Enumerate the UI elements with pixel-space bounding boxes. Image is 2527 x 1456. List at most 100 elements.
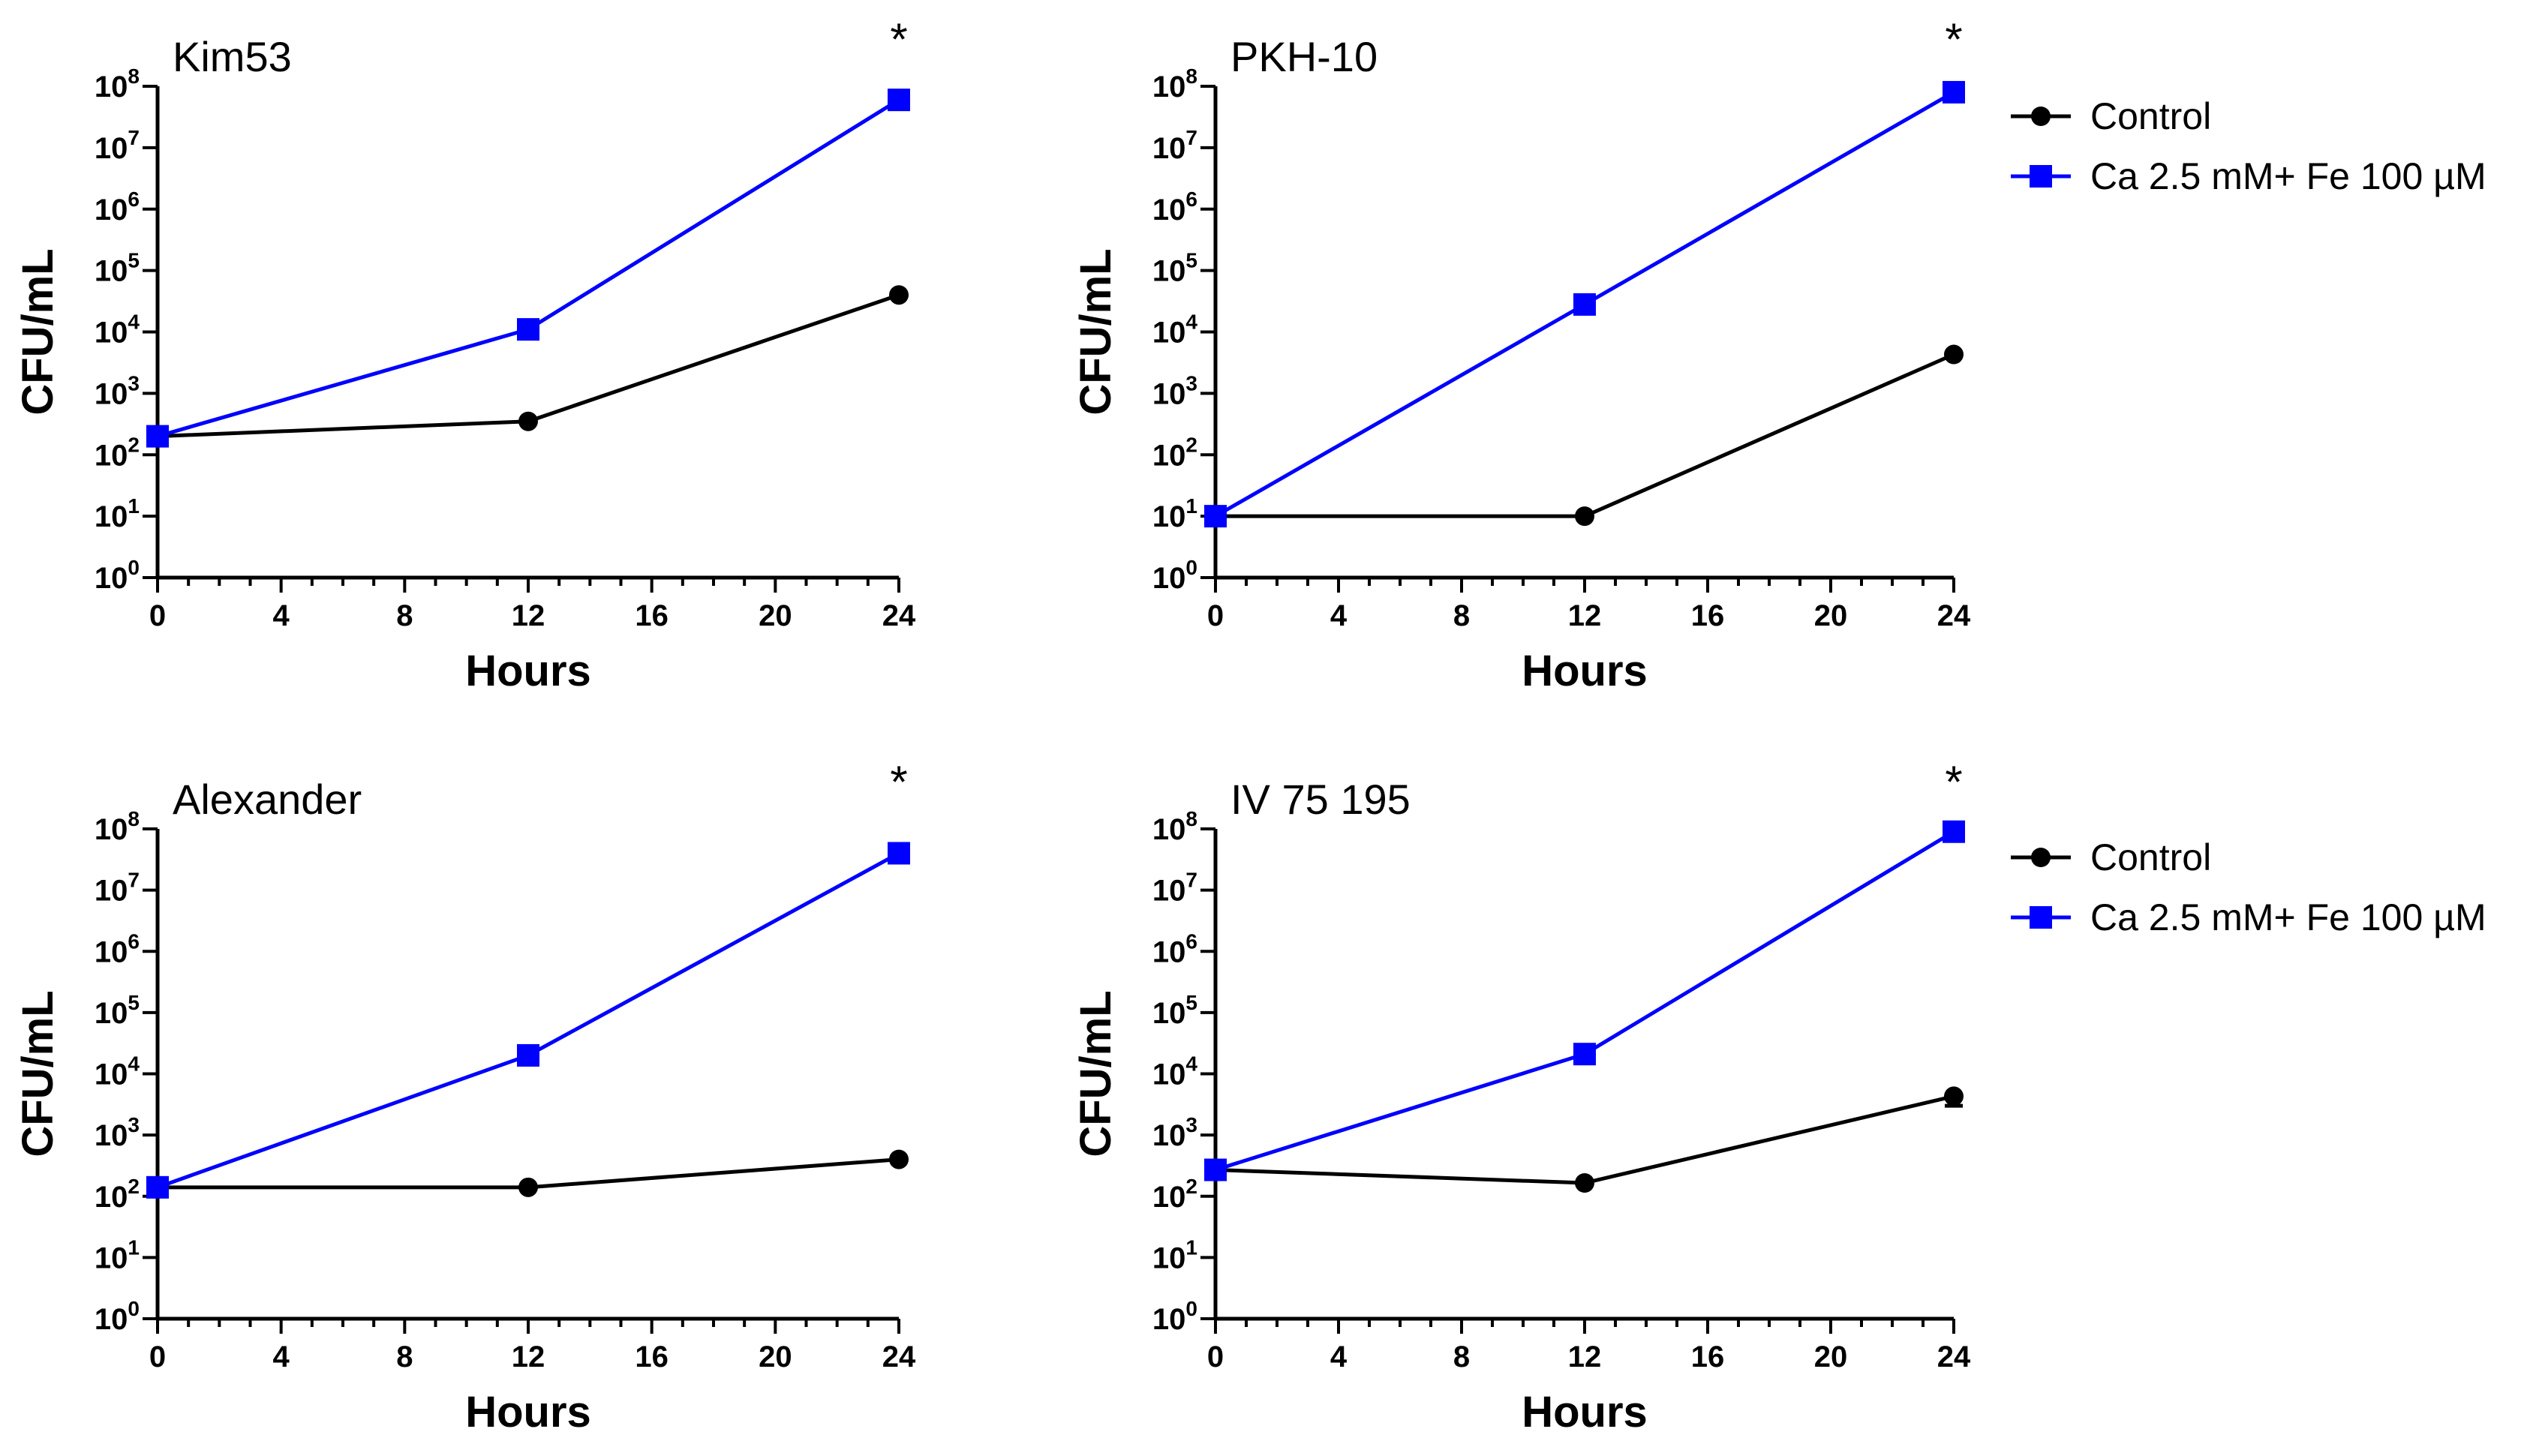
y-tick-exponent: 2 bbox=[128, 433, 140, 456]
y-tick-label: 103 bbox=[1152, 1113, 1197, 1152]
y-tick-exponent: 0 bbox=[1185, 556, 1197, 579]
y-axis-title: CFU/mL bbox=[1071, 248, 1120, 415]
y-tick-exponent: 6 bbox=[1185, 929, 1197, 953]
y-tick-exponent: 3 bbox=[1185, 1113, 1197, 1136]
y-tick-base: 10 bbox=[1152, 562, 1186, 595]
y-tick-exponent: 5 bbox=[128, 249, 140, 272]
panel-title: IV 75 195 bbox=[1230, 776, 1411, 823]
legend-marker bbox=[2030, 165, 2052, 188]
x-tick-label: 16 bbox=[635, 1340, 669, 1373]
significance-marker: * bbox=[890, 14, 907, 65]
data-point bbox=[517, 1043, 539, 1067]
y-tick-exponent: 4 bbox=[1185, 311, 1197, 334]
y-tick-base: 10 bbox=[95, 875, 128, 908]
y-tick-label: 103 bbox=[95, 1113, 140, 1152]
chart-panel-2: 0 4 8 12 16 20 24100101102103104105106107108Ho… bbox=[1071, 14, 2486, 695]
y-tick-exponent: 2 bbox=[128, 1175, 140, 1198]
series-treatment bbox=[146, 89, 910, 448]
data-point bbox=[889, 1149, 909, 1169]
data-point bbox=[1943, 820, 1965, 843]
y-tick-label: 104 bbox=[1152, 311, 1198, 350]
y-tick-label: 105 bbox=[95, 991, 140, 1030]
data-point bbox=[1575, 506, 1594, 527]
y-tick-exponent: 0 bbox=[128, 1297, 140, 1320]
y-tick-exponent: 2 bbox=[1185, 433, 1197, 456]
series-control bbox=[148, 285, 909, 446]
y-tick-exponent: 8 bbox=[128, 807, 140, 830]
y-tick-label: 108 bbox=[1152, 807, 1197, 846]
series-control bbox=[148, 1149, 909, 1197]
data-point bbox=[518, 411, 538, 431]
data-point bbox=[888, 842, 910, 865]
y-tick-exponent: 5 bbox=[128, 991, 140, 1014]
y-tick-exponent: 6 bbox=[128, 188, 140, 211]
y-tick-label: 102 bbox=[95, 1175, 140, 1214]
data-point bbox=[1943, 80, 1965, 104]
y-tick-label: 103 bbox=[95, 371, 140, 410]
y-tick-base: 10 bbox=[95, 935, 128, 968]
y-tick-label: 101 bbox=[1152, 494, 1197, 533]
y-tick-base: 10 bbox=[1152, 439, 1186, 472]
y-tick-base: 10 bbox=[95, 1303, 128, 1336]
y-tick-base: 10 bbox=[95, 997, 128, 1030]
legend: Control Ca 2.5 mM+ Fe 100 µM bbox=[2011, 836, 2486, 938]
y-tick-label: 101 bbox=[95, 494, 140, 533]
y-tick-label: 104 bbox=[95, 311, 140, 350]
y-tick-exponent: 3 bbox=[128, 1113, 140, 1136]
legend-marker bbox=[2030, 906, 2052, 929]
series-treatment bbox=[146, 842, 910, 1199]
x-tick-label: 4 bbox=[273, 599, 290, 632]
y-tick-base: 10 bbox=[95, 194, 128, 227]
y-tick-label: 105 bbox=[95, 249, 140, 288]
series-treatment bbox=[1204, 80, 1965, 528]
y-tick-base: 10 bbox=[95, 377, 128, 410]
y-tick-label: 100 bbox=[95, 1297, 140, 1336]
data-point bbox=[889, 285, 909, 305]
y-axis-title: CFU/mL bbox=[1071, 990, 1120, 1157]
data-point bbox=[518, 1177, 538, 1197]
x-tick-label: 20 bbox=[1814, 1340, 1848, 1373]
y-tick-base: 10 bbox=[95, 813, 128, 846]
y-tick-base: 10 bbox=[1152, 71, 1186, 104]
y-tick-base: 10 bbox=[95, 439, 128, 472]
series-treatment bbox=[1204, 820, 1965, 1181]
data-point bbox=[146, 1175, 169, 1199]
y-tick-exponent: 3 bbox=[1185, 371, 1197, 395]
x-tick-label: 20 bbox=[1814, 599, 1848, 632]
y-tick-base: 10 bbox=[1152, 1119, 1186, 1152]
legend-label: Control bbox=[2090, 95, 2211, 137]
x-tick-label: 0 bbox=[1207, 599, 1224, 632]
y-tick-base: 10 bbox=[95, 1241, 128, 1274]
y-tick-label: 102 bbox=[1152, 433, 1197, 472]
y-tick-exponent: 8 bbox=[128, 65, 140, 88]
y-tick-label: 100 bbox=[1152, 556, 1197, 595]
x-tick-label: 16 bbox=[1691, 599, 1725, 632]
series-line bbox=[1215, 353, 1955, 518]
series-line bbox=[157, 98, 900, 439]
panel-title: Kim53 bbox=[173, 33, 292, 80]
legend-label: Ca 2.5 mM+ Fe 100 µM bbox=[2090, 896, 2486, 938]
x-tick-label: 20 bbox=[759, 599, 792, 632]
y-tick-base: 10 bbox=[1152, 875, 1186, 908]
y-tick-label: 106 bbox=[95, 188, 140, 227]
y-tick-label: 103 bbox=[1152, 371, 1197, 410]
x-tick-label: 12 bbox=[512, 599, 545, 632]
y-tick-exponent: 5 bbox=[1185, 249, 1197, 272]
x-tick-label: 16 bbox=[1691, 1340, 1725, 1373]
y-tick-label: 108 bbox=[95, 807, 140, 846]
y-tick-base: 10 bbox=[1152, 1058, 1186, 1091]
y-tick-base: 10 bbox=[1152, 935, 1186, 968]
y-tick-base: 10 bbox=[95, 255, 128, 288]
y-tick-base: 10 bbox=[95, 132, 128, 165]
y-tick-base: 10 bbox=[1152, 1181, 1186, 1214]
y-tick-exponent: 1 bbox=[1185, 494, 1197, 518]
y-tick-label: 107 bbox=[95, 126, 140, 165]
data-point bbox=[1204, 1158, 1227, 1181]
y-tick-exponent: 2 bbox=[1185, 1175, 1197, 1198]
y-tick-base: 10 bbox=[1152, 132, 1186, 165]
chart-panel-3: 0 4 8 12 16 20 24100101102103104105106107108Ho… bbox=[14, 757, 916, 1436]
y-tick-label: 100 bbox=[95, 556, 140, 595]
y-tick-label: 102 bbox=[95, 433, 140, 472]
y-tick-base: 10 bbox=[1152, 500, 1186, 533]
